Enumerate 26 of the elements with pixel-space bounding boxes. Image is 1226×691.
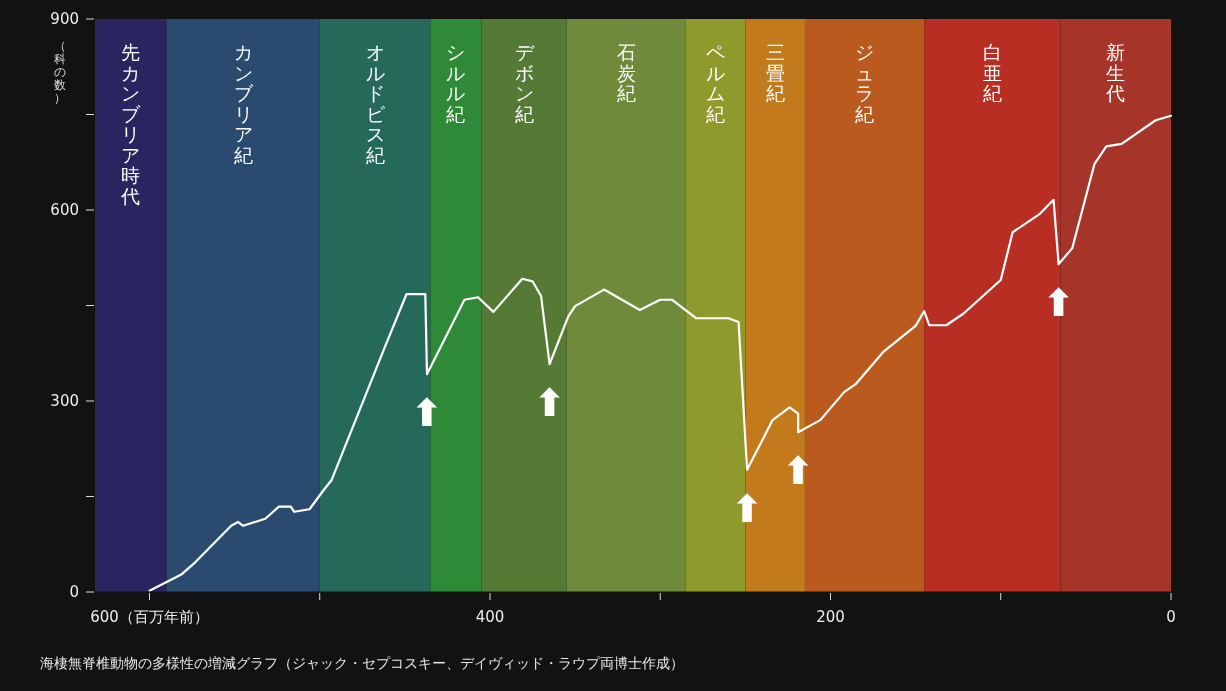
band-label: 白亜紀: [982, 41, 1002, 105]
band-label: 三畳紀: [765, 41, 785, 105]
band-label: オルドビス紀: [365, 41, 386, 166]
annotation: ⬆: [411, 391, 443, 436]
band-label: 石炭紀: [616, 41, 636, 105]
x-tick-label: 600（百万年前）: [90, 608, 209, 626]
y-axis-title: （科の数）: [54, 39, 66, 105]
y-tick-label: 900: [50, 10, 79, 28]
band-label: 先カンブリア時代: [120, 41, 142, 207]
x-tick-label: 400: [475, 608, 505, 626]
annotation: ⬆: [1042, 281, 1075, 326]
annotation: ⬆: [782, 449, 815, 494]
band-label: ペルム紀: [706, 41, 726, 125]
y-tick-label: 300: [50, 392, 79, 410]
y-tick-label: 0: [69, 583, 79, 601]
x-tick-label: 200: [816, 608, 845, 626]
band-label: シルル紀: [446, 41, 466, 125]
band-label: カンブリア紀: [233, 41, 254, 166]
x-tick-label: 0: [1166, 608, 1176, 626]
y-tick-label: 600: [50, 201, 79, 219]
band-label: 新生代: [1105, 41, 1126, 105]
text: 海棲無脊椎動物の多様性の増減グラフ（ジャック・セプコスキー、デイヴィッド・ラウプ両博士作成）: [40, 655, 684, 671]
band-label: ジュラ紀: [855, 41, 875, 125]
annotation: ⬆: [731, 486, 763, 531]
band-label: デボン紀: [514, 41, 535, 125]
annotation: ⬆: [533, 381, 566, 426]
